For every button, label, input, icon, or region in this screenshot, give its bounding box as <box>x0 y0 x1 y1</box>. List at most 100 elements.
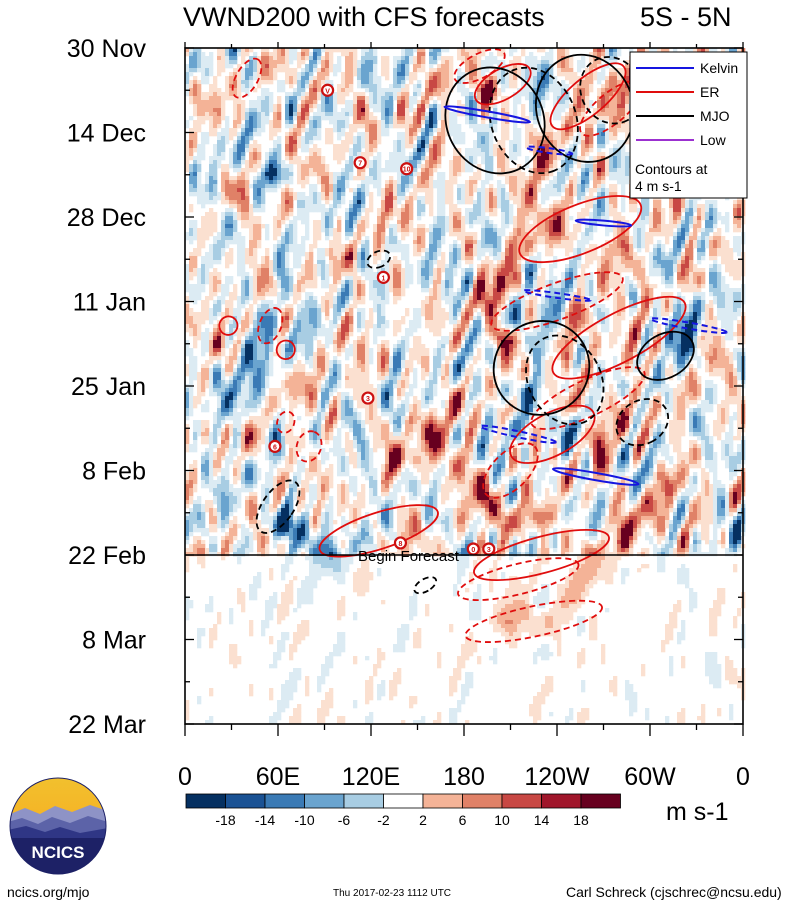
heat-cell <box>353 156 358 161</box>
heat-cell <box>193 100 198 105</box>
heat-cell <box>297 160 302 165</box>
heat-cell <box>485 192 490 197</box>
heat-cell <box>273 144 278 149</box>
heat-cell <box>357 76 362 81</box>
heat-cell <box>281 84 286 89</box>
heat-cell <box>249 232 254 237</box>
heat-cell <box>241 208 246 213</box>
heat-cell <box>509 180 514 185</box>
heat-cell <box>437 108 442 113</box>
heat-cell <box>601 200 606 205</box>
heat-cell <box>441 88 446 93</box>
heat-cell <box>477 96 482 101</box>
heat-cell <box>209 112 214 117</box>
heat-cell <box>353 60 358 65</box>
heat-cell <box>385 64 390 69</box>
heat-cell <box>261 200 266 205</box>
heat-cell <box>413 192 418 197</box>
heat-cell <box>537 172 542 177</box>
heat-cell <box>573 72 578 77</box>
heat-cell <box>377 224 382 229</box>
heat-cell <box>313 116 318 121</box>
heat-cell <box>201 152 206 157</box>
heat-cell <box>569 112 574 117</box>
heat-cell <box>541 152 546 157</box>
heat-cell <box>353 224 358 229</box>
heat-cell <box>453 156 458 161</box>
heat-cell <box>365 128 370 133</box>
heat-cell <box>341 148 346 153</box>
heat-cell <box>553 136 558 141</box>
heat-cell <box>689 220 694 225</box>
heat-cell <box>449 220 454 225</box>
heat-cell <box>401 60 406 65</box>
heat-cell <box>485 96 490 101</box>
heat-cell <box>485 80 490 85</box>
heat-cell <box>601 160 606 165</box>
heat-cell <box>261 188 266 193</box>
heat-cell <box>297 112 302 117</box>
heat-cell <box>385 204 390 209</box>
heat-cell <box>449 208 454 213</box>
heat-cell <box>269 172 274 177</box>
heat-cell <box>541 160 546 165</box>
heat-cell <box>689 204 694 209</box>
heat-cell <box>229 136 234 141</box>
heat-cell <box>545 92 550 97</box>
heat-cell <box>385 100 390 105</box>
heat-cell <box>341 168 346 173</box>
heat-cell <box>241 80 246 85</box>
heat-cell <box>457 164 462 169</box>
heat-cell <box>509 212 514 217</box>
heat-cell <box>449 224 454 229</box>
heat-cell <box>609 60 614 65</box>
heat-cell <box>621 192 626 197</box>
heat-cell <box>369 136 374 141</box>
heat-cell <box>457 188 462 193</box>
heat-cell <box>417 152 422 157</box>
heat-cell <box>193 140 198 145</box>
heat-cell <box>321 56 326 61</box>
heat-cell <box>585 120 590 125</box>
heat-cell <box>549 80 554 85</box>
heat-cell <box>449 184 454 189</box>
heat-cell <box>577 200 582 205</box>
heat-cell <box>501 80 506 85</box>
heat-cell <box>513 104 518 109</box>
heat-cell <box>193 120 198 125</box>
heat-cell <box>309 148 314 153</box>
heat-cell <box>433 140 438 145</box>
heat-cell <box>545 128 550 133</box>
heat-cell <box>437 48 442 53</box>
heat-cell <box>405 180 410 185</box>
heat-cell <box>397 228 402 233</box>
heat-cell <box>737 204 742 209</box>
heat-cell <box>565 112 570 117</box>
heat-cell <box>521 92 526 97</box>
heat-cell <box>421 136 426 141</box>
heat-cell <box>185 232 190 237</box>
heat-cell <box>285 164 290 169</box>
heat-cell <box>405 100 410 105</box>
heat-cell <box>405 64 410 69</box>
heat-cell <box>273 52 278 57</box>
heat-cell <box>545 196 550 201</box>
heat-cell <box>321 164 326 169</box>
heat-cell <box>569 60 574 65</box>
heat-cell <box>461 168 466 173</box>
heat-cell <box>313 128 318 133</box>
heat-cell <box>669 228 674 233</box>
heat-cell <box>549 76 554 81</box>
heat-cell <box>313 168 318 173</box>
heat-cell <box>521 108 526 113</box>
heat-cell <box>541 208 546 213</box>
heat-cell <box>205 80 210 85</box>
heat-cell <box>469 76 474 81</box>
heat-cell <box>617 80 622 85</box>
heat-cell <box>625 72 630 77</box>
heat-cell <box>357 100 362 105</box>
heat-cell <box>557 204 562 209</box>
heat-cell <box>329 228 334 233</box>
heat-cell <box>305 180 310 185</box>
heat-cell <box>645 220 650 225</box>
